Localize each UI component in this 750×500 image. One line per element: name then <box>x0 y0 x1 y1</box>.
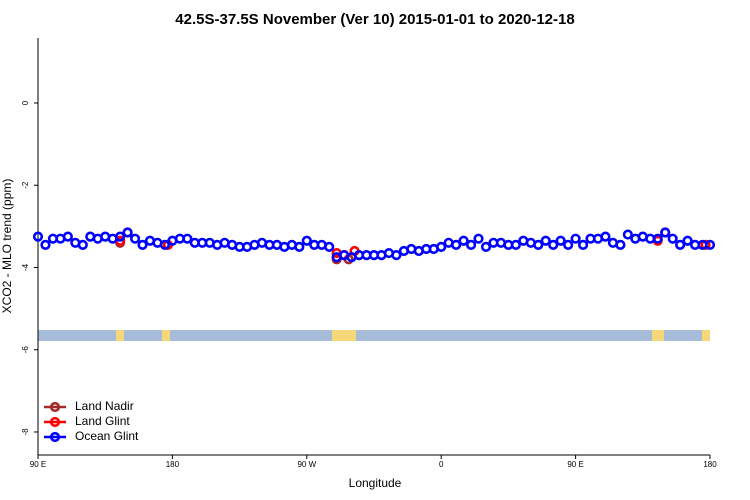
point <box>324 241 335 253</box>
point <box>667 233 678 244</box>
y-axis-label: XCO2 - MLO trend (ppm) <box>0 179 14 314</box>
point <box>473 233 484 244</box>
point <box>391 250 402 261</box>
point <box>77 239 88 250</box>
x-tick-label: 180 <box>166 460 180 469</box>
land-patch <box>702 330 710 341</box>
point <box>533 239 544 250</box>
point <box>182 233 193 244</box>
land-patch <box>162 330 170 341</box>
point <box>660 227 671 238</box>
point <box>294 241 305 253</box>
point <box>548 239 559 250</box>
point <box>510 239 521 250</box>
surface-strip <box>38 330 710 341</box>
point <box>555 235 566 246</box>
point <box>480 241 492 253</box>
point <box>129 233 141 244</box>
point <box>40 239 51 250</box>
land-patch <box>332 330 356 341</box>
point <box>577 239 589 250</box>
point <box>465 239 477 250</box>
ocean-strip <box>38 330 710 341</box>
x-tick-label: 90 E <box>30 460 46 469</box>
x-tick-label: 0 <box>439 460 444 469</box>
point <box>563 239 574 250</box>
y-tick-label: -6 <box>21 346 30 354</box>
point <box>32 231 44 242</box>
point <box>540 235 551 246</box>
point <box>652 233 663 244</box>
y-tick-label: -8 <box>21 428 30 436</box>
point <box>115 231 126 242</box>
legend-label: Land Nadir <box>75 399 134 413</box>
point <box>622 229 633 240</box>
x-axis-label: Longitude <box>349 476 402 490</box>
point <box>451 239 462 250</box>
legend-marker <box>49 431 61 443</box>
point <box>436 241 447 253</box>
point <box>301 235 312 246</box>
point <box>600 231 611 242</box>
point <box>682 235 693 246</box>
legend-marker <box>49 401 61 413</box>
legend-label: Land Glint <box>75 414 130 428</box>
land-patch <box>116 330 124 341</box>
x-tick-label: 90 E <box>567 460 583 469</box>
point <box>137 239 148 250</box>
point <box>122 227 133 238</box>
point <box>615 239 626 250</box>
x-tick-label: 90 W <box>297 460 316 469</box>
point <box>570 233 581 244</box>
point <box>704 239 716 250</box>
y-tick-label: 0 <box>21 100 30 105</box>
point <box>675 239 686 250</box>
land-patch <box>652 330 664 341</box>
legend-marker <box>49 416 61 428</box>
chart-title: 42.5S-37.5S November (Ver 10) 2015-01-01… <box>175 11 574 28</box>
legend-label: Ocean Glint <box>75 429 139 443</box>
y-tick-label: -2 <box>21 181 30 189</box>
point <box>62 231 73 242</box>
x-tick-label: 180 <box>703 460 717 469</box>
point <box>458 235 469 246</box>
point <box>159 239 171 250</box>
y-tick-label: -4 <box>21 263 30 271</box>
